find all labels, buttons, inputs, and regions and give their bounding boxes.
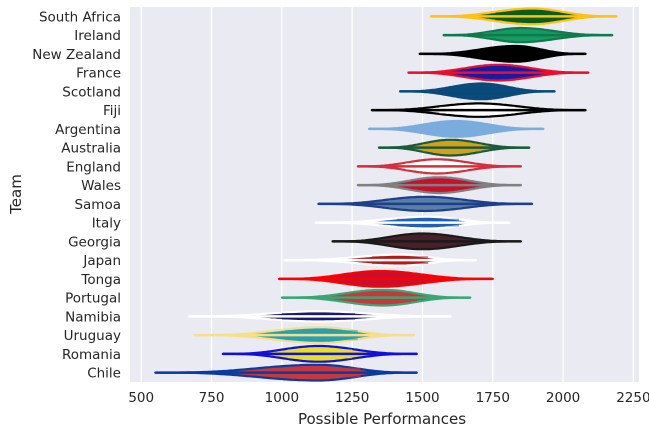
y-tick-label: South Africa [39,9,121,25]
x-tick-label: 750 [199,390,225,406]
violin-romania [221,344,418,363]
y-tick-label: England [66,159,121,175]
x-axis-label: Possible Performances [298,410,466,428]
violin-south-africa [429,7,618,26]
grid-lines [140,7,635,382]
violin-wales [356,176,522,195]
y-tick-label: Scotland [62,84,121,100]
violin-new-zealand [418,44,587,63]
violin-scotland [398,82,556,101]
violin-england [356,158,522,175]
violin-uruguay [193,326,416,345]
y-tick-label: Uruguay [64,328,121,344]
x-tick-label: 2250 [616,390,649,406]
x-tick-label: 1500 [405,390,439,406]
plot-background [130,7,639,382]
y-tick-label: Japan [82,253,121,269]
y-axis-label: Team [7,174,25,215]
x-tick-label: 500 [128,390,154,406]
x-tick-label: 1750 [476,390,510,406]
y-tick-label: Australia [61,141,121,157]
y-tick-label: Chile [87,366,121,382]
violin-namibia [188,310,452,323]
violin-japan [283,253,477,267]
violin-portugal [280,288,472,307]
y-tick-label: New Zealand [32,47,121,63]
x-tick-labels: 500 750 1000 1250 1500 1750 2000 2250 [128,390,649,406]
y-tick-label: Argentina [55,122,121,138]
x-tick-label: 1250 [335,390,369,406]
y-tick-label: Portugal [65,291,121,307]
y-tick-label: Ireland [74,28,121,44]
y-tick-label: France [76,66,121,82]
violin-ireland [442,26,614,44]
x-tick-label: 1000 [265,390,299,406]
y-tick-label: Namibia [65,309,121,325]
y-tick-label: Romania [62,347,121,363]
y-tick-label: Tonga [80,272,121,288]
violin-chile [154,363,418,382]
violin-tonga [277,269,494,288]
y-tick-labels: South Africa Ireland New Zealand France Scot… [32,9,121,381]
y-tick-label: Wales [81,178,121,194]
violin-australia [377,138,531,157]
y-tick-label: Georgia [68,234,121,250]
violin-georgia [331,232,522,251]
violin-fiji [370,102,587,118]
violin-samoa [317,195,534,213]
violin-argentina [367,119,545,138]
y-tick-label: Italy [92,216,121,232]
violin-italy [314,215,511,230]
violins [154,7,618,382]
violin-france [407,63,590,82]
y-tick-label: Samoa [74,197,121,213]
y-tick-label: Fiji [103,103,121,119]
x-tick-label: 2000 [546,390,580,406]
